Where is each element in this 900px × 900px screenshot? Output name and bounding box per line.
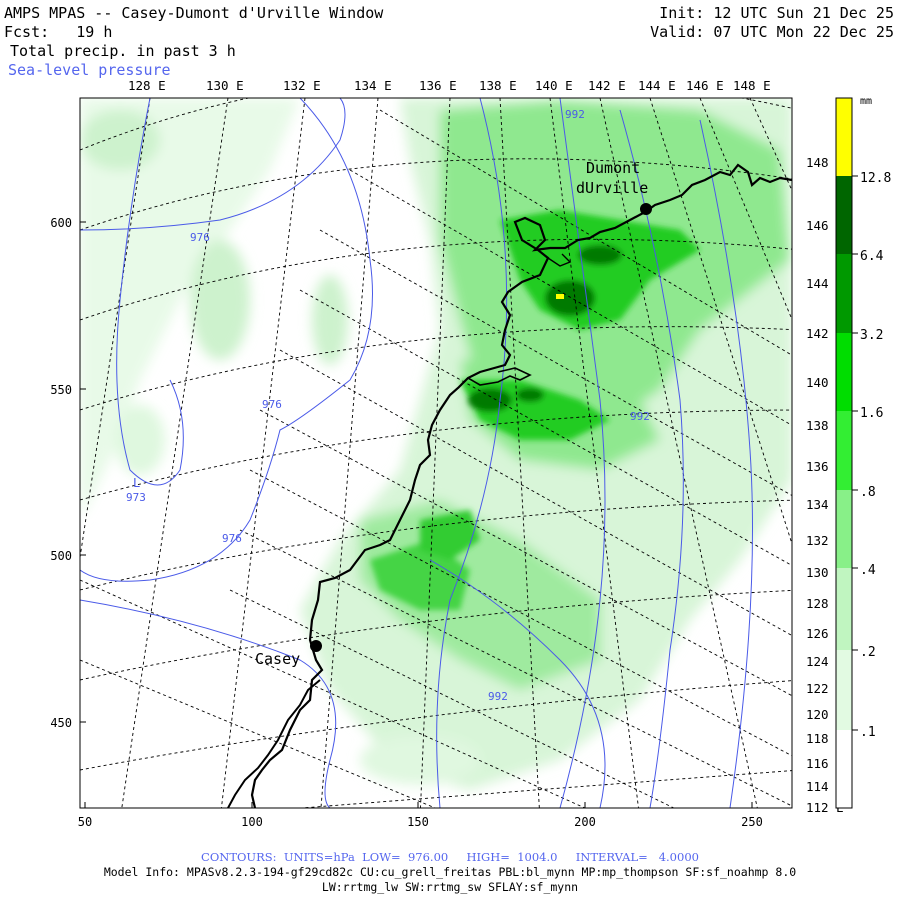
model-info-line2: LW:rrtmg_lw SW:rrtmg_sw SFLAY:sf_mynn <box>321 880 579 894</box>
precip-shading <box>80 98 792 790</box>
colorbar-label: 3.2 <box>860 328 883 343</box>
model-info: Model Info: MPASv8.2.3-194-gf29cd82c CU:… <box>103 865 797 879</box>
lon-label: 128 E <box>128 78 166 93</box>
isobar-label: 976 <box>222 532 242 545</box>
lon-label: 142 E <box>806 326 844 341</box>
y-tick-label: 450 <box>50 716 72 730</box>
low-pressure-marker: L <box>133 476 140 490</box>
colorbar-unit: mm <box>860 96 872 107</box>
lon-label: 130 E <box>806 565 844 580</box>
colorbar-swatch <box>836 730 852 808</box>
lon-label: 120 E <box>806 707 844 722</box>
colorbar-label: .2 <box>860 645 876 660</box>
lon-label: 132 E <box>806 533 844 548</box>
forecast-hour: Fcst: 19 h <box>4 23 113 41</box>
x-tick-label: 150 <box>407 815 429 829</box>
map-title: AMPS MPAS -- Casey-Dumont d'Urville Wind… <box>4 4 384 22</box>
colorbar-swatch <box>836 254 852 333</box>
x-tick-label: 200 <box>574 815 596 829</box>
init-time: Init: 12 UTC Sun 21 Dec 25 <box>659 4 894 22</box>
lon-label: 112 E <box>806 800 844 815</box>
lon-label: 140 E <box>535 78 573 93</box>
lon-label: 138 E <box>806 418 844 433</box>
lon-label: 136 E <box>419 78 457 93</box>
left-axis: 600 550 500 450 <box>50 216 86 730</box>
lon-label: 114 E <box>806 779 844 794</box>
colorbar: mm 12.8 6.4 3.2 1.6 .8 .4 .2 .1 <box>835 96 891 809</box>
colorbar-swatch <box>836 411 852 490</box>
lon-label: 140 E <box>806 375 844 390</box>
map-panel: Dumont dUrville Casey L 973 976 976 976 … <box>80 98 792 808</box>
bottom-axis: 50 100 150 200 250 <box>78 802 763 829</box>
lon-label: 142 E <box>588 78 626 93</box>
lon-label: 136 E <box>806 459 844 474</box>
lon-label: 116 E <box>806 756 844 771</box>
lon-label: 128 E <box>806 596 844 611</box>
lon-label: 132 E <box>283 78 321 93</box>
colorbar-label: .4 <box>860 563 876 578</box>
x-tick-label: 50 <box>78 815 92 829</box>
lon-label: 134 E <box>806 497 844 512</box>
isobar-label: 976 <box>190 231 210 244</box>
colorbar-swatch <box>836 650 852 730</box>
lon-label: 126 E <box>806 626 844 641</box>
durville-label: dUrville <box>576 179 648 197</box>
lon-label: 124 E <box>806 654 844 669</box>
y-tick-label: 500 <box>50 549 72 563</box>
colorbar-swatch <box>836 98 852 176</box>
y-tick-label: 600 <box>50 216 72 230</box>
y-tick-label: 550 <box>50 383 72 397</box>
isobar-label: 992 <box>565 108 585 121</box>
colorbar-label: .8 <box>860 485 876 500</box>
lon-label: 130 E <box>206 78 244 93</box>
isobar-label: 976 <box>262 398 282 411</box>
map-frame <box>79 97 793 809</box>
lon-label: 144 E <box>806 276 844 291</box>
colorbar-swatch <box>836 333 852 411</box>
lon-label: 122 E <box>806 681 844 696</box>
colorbar-swatch <box>836 490 852 568</box>
colorbar-swatch <box>836 176 852 254</box>
colorbar-label: 6.4 <box>860 249 884 264</box>
field-name: Total precip. in past 3 h <box>10 42 236 60</box>
lon-label: 138 E <box>479 78 517 93</box>
lon-label: 134 E <box>354 78 392 93</box>
colorbar-label: 12.8 <box>860 171 891 186</box>
x-tick-label: 250 <box>741 815 763 829</box>
contour-field-name: Sea-level pressure <box>8 61 171 79</box>
dumont-label: Dumont <box>586 159 640 177</box>
colorbar-label: .1 <box>860 725 876 740</box>
casey-label: Casey <box>255 650 300 668</box>
lon-label: 146 E <box>806 218 844 233</box>
casey-station-marker <box>310 640 322 652</box>
lon-label: 144 E <box>638 78 676 93</box>
colorbar-swatch <box>836 568 852 650</box>
isobars <box>80 98 753 808</box>
isobar-label: 992 <box>630 410 650 423</box>
low-pressure-value: 973 <box>126 491 146 504</box>
right-longitude-labels: 148 E 146 E 144 E 142 E 140 E 138 E 136 … <box>806 155 844 815</box>
valid-time: Valid: 07 UTC Mon 22 Dec 25 <box>650 23 894 41</box>
lon-label: 118 E <box>806 731 844 746</box>
lon-label: 148 E <box>806 155 844 170</box>
dumont-durville-station-marker <box>640 203 652 215</box>
colorbar-label: 1.6 <box>860 406 883 421</box>
x-tick-label: 100 <box>241 815 263 829</box>
isobar-label: 992 <box>488 690 508 703</box>
contours-info: CONTOURS: UNITS=hPa LOW= 976.00 HIGH= 10… <box>201 850 699 864</box>
lon-label: 148 E <box>733 78 771 93</box>
lon-label: 146 E <box>686 78 724 93</box>
graticule <box>80 98 792 808</box>
top-longitude-labels: 128 E 130 E 132 E 134 E 136 E 138 E 140 … <box>128 78 771 93</box>
